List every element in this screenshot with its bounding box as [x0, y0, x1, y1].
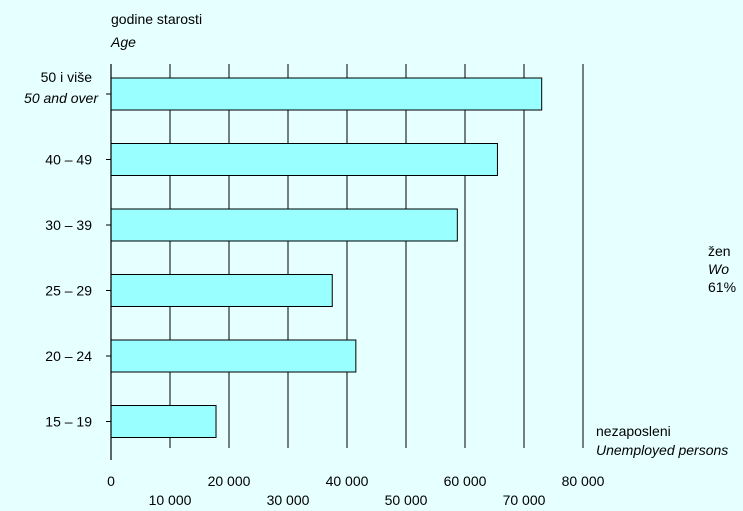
x-tick-label: 60 000 — [444, 473, 487, 489]
x-axis-title: nezaposleni — [596, 423, 671, 439]
bar — [110, 274, 333, 307]
annotation-line-1: žen — [708, 243, 731, 259]
bar — [110, 143, 498, 176]
y-axis-title-en: Age — [110, 34, 136, 50]
x-tick-label: 0 — [107, 473, 115, 489]
x-tick-label: 70 000 — [503, 492, 546, 508]
category-label: 25 – 29 — [45, 283, 92, 299]
annotation-line-2: Wo — [708, 261, 729, 277]
bar — [110, 339, 357, 373]
x-tick-label: 20 000 — [208, 473, 251, 489]
category-label: 20 – 24 — [45, 348, 92, 364]
labels: godine starosti Age nezaposleni Unemploy… — [110, 11, 736, 458]
annotation-line-3: 61% — [708, 279, 736, 295]
x-tick-label: 50 000 — [385, 492, 428, 508]
grid-lines — [169, 64, 584, 448]
axes: 50 i više 50 and over 40 – 49 30 – 39 25 – 2… — [24, 64, 605, 508]
bar — [110, 77, 543, 111]
x-tick-label: 10 000 — [149, 492, 192, 508]
x-tick-label: 80 000 — [562, 473, 605, 489]
bars — [110, 77, 543, 438]
category-label: 15 – 19 — [45, 414, 92, 430]
bar — [110, 405, 217, 438]
x-tick-label: 30 000 — [267, 492, 310, 508]
bar — [110, 208, 458, 242]
x-axis-title-en: Unemployed persons — [596, 442, 728, 458]
x-tick-label: 40 000 — [326, 473, 369, 489]
category-label: 30 – 39 — [45, 217, 92, 233]
category-label: 50 i više — [41, 69, 93, 85]
category-label-en: 50 and over — [24, 90, 99, 106]
category-label: 40 – 49 — [45, 152, 92, 168]
y-axis-title: godine starosti — [111, 11, 202, 27]
